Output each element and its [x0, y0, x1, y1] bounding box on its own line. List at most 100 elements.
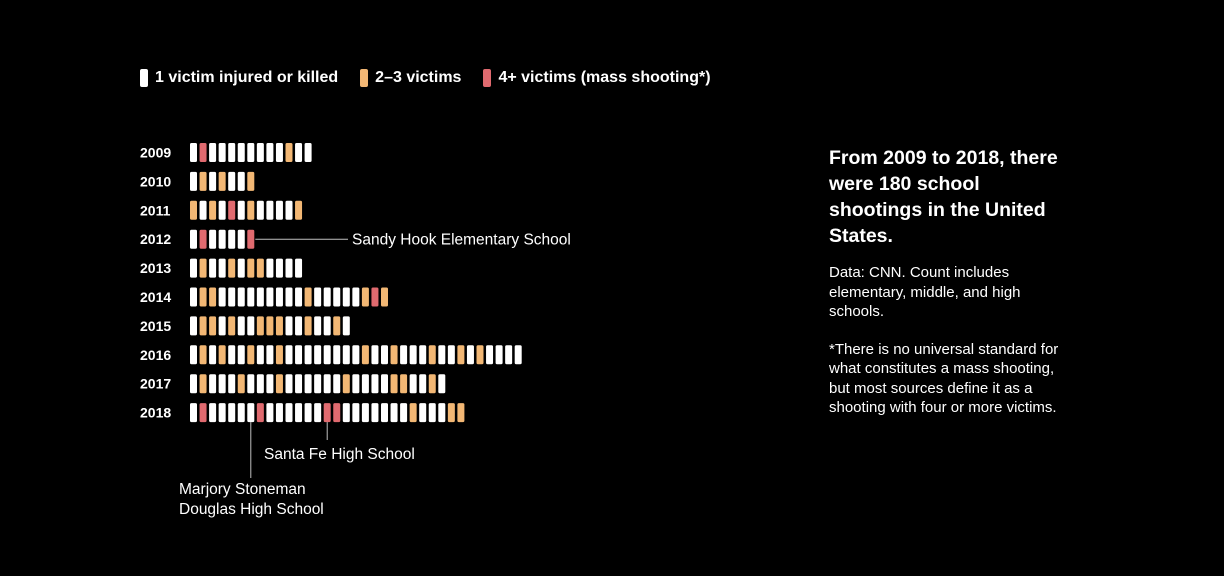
data-source-note: Data: CNN. Count includes elementary, mi…: [829, 264, 1021, 320]
shooting-unit-single: [237, 345, 245, 365]
shooting-unit-single: [218, 374, 226, 394]
shooting-unit-single: [209, 143, 217, 162]
shooting-unit-single: [409, 374, 417, 394]
shooting-unit-single: [342, 316, 350, 336]
shooting-unit-single: [247, 374, 255, 394]
shooting-unit-single: [352, 403, 360, 423]
shooting-unit-single: [371, 374, 379, 394]
shooting-unit-single: [333, 287, 341, 307]
shooting-unit-single: [419, 374, 427, 394]
shooting-unit-single: [199, 200, 207, 220]
shooting-unit-single: [190, 345, 197, 365]
chart-legend: 1 victim injured or killed 2–3 victims 4…: [140, 66, 733, 90]
shooting-unit-single: [390, 403, 398, 423]
legend-label-single: 1 victim injured or killed: [155, 69, 339, 86]
shooting-unit-single: [381, 345, 388, 365]
shooting-unit-mass: [199, 143, 207, 162]
shooting-unit-single: [190, 229, 197, 249]
shooting-unit-single: [256, 287, 264, 307]
shooting-unit-single: [237, 200, 245, 220]
shooting-unit-few: [247, 258, 255, 278]
legend-item-few: 2–3 victims: [360, 69, 461, 87]
shooting-unit-single: [266, 258, 274, 278]
shooting-unit-few: [447, 403, 455, 423]
annotation-label-douglas-line: Douglas High School: [179, 501, 324, 518]
shooting-unit-mass: [199, 229, 207, 249]
shooting-unit-few: [199, 258, 207, 278]
shooting-unit-single: [285, 403, 293, 423]
shooting-unit-few: [381, 287, 388, 307]
shooting-unit-few: [247, 345, 255, 365]
shooting-unit-single: [295, 374, 303, 394]
shooting-unit-single: [237, 403, 245, 423]
shooting-unit-few: [275, 316, 283, 336]
shooting-unit-single: [266, 287, 274, 307]
shooting-unit-single: [275, 287, 283, 307]
shooting-unit-single: [228, 287, 236, 307]
shooting-unit-single: [514, 345, 522, 365]
shooting-unit-single: [266, 374, 274, 394]
shooting-unit-single: [323, 345, 331, 365]
shooting-unit-single: [419, 403, 427, 423]
shooting-unit-single: [295, 258, 303, 278]
year-label: 2013: [140, 260, 171, 276]
shooting-unit-single: [314, 287, 322, 307]
shooting-unit-few: [428, 374, 436, 394]
shooting-unit-mass: [371, 287, 379, 307]
shooting-unit-few: [199, 287, 207, 307]
shooting-unit-single: [304, 143, 312, 162]
shooting-unit-single: [237, 143, 245, 162]
shooting-unit-single: [209, 258, 217, 278]
annotation-label-douglas-line: Marjory Stoneman: [179, 481, 306, 498]
shooting-unit-single: [400, 403, 408, 423]
annotation-label-sandy-hook: Sandy Hook Elementary School: [352, 232, 571, 249]
shooting-unit-few: [361, 345, 369, 365]
shooting-unit-single: [228, 374, 236, 394]
year-label: 2015: [140, 318, 171, 334]
shooting-unit-few: [304, 316, 312, 336]
shooting-unit-single: [266, 403, 274, 423]
shooting-unit-single: [256, 143, 264, 162]
shooting-unit-few: [295, 200, 303, 220]
side-heading: From 2009 to 2018, there were 180 school…: [829, 147, 1058, 247]
legend-item-single: 1 victim injured or killed: [140, 69, 338, 87]
shooting-unit-single: [275, 143, 283, 162]
year-label: 2018: [140, 405, 171, 421]
shooting-unit-single: [218, 316, 226, 336]
shooting-unit-few: [256, 316, 264, 336]
shooting-unit-few: [190, 200, 197, 220]
shooting-unit-single: [438, 403, 446, 423]
shooting-unit-single: [285, 374, 293, 394]
shooting-unit-few: [218, 345, 226, 365]
shooting-unit-single: [209, 229, 217, 249]
shooting-unit-single: [295, 345, 303, 365]
shooting-unit-few: [209, 316, 217, 336]
shooting-unit-single: [209, 374, 217, 394]
shooting-unit-single: [342, 287, 350, 307]
shooting-unit-few: [390, 345, 398, 365]
shooting-unit-single: [209, 345, 217, 365]
shooting-unit-single: [295, 143, 303, 162]
year-label: 2017: [140, 376, 171, 392]
shooting-unit-single: [295, 316, 303, 336]
shooting-unit-single: [361, 374, 369, 394]
shooting-unit-few: [457, 345, 465, 365]
shooting-unit-single: [247, 316, 255, 336]
shooting-unit-single: [237, 171, 245, 191]
shooting-unit-single: [495, 345, 503, 365]
shooting-unit-single: [247, 287, 255, 307]
shooting-unit-single: [218, 258, 226, 278]
shooting-unit-single: [190, 171, 197, 191]
side-panel: From 2009 to 2018, there were 180 school…: [829, 145, 1074, 436]
shooting-unit-few: [256, 258, 264, 278]
shooting-unit-single: [381, 403, 388, 423]
shooting-unit-single: [295, 403, 303, 423]
shooting-unit-few: [275, 345, 283, 365]
shooting-unit-single: [209, 171, 217, 191]
shooting-unit-single: [228, 171, 236, 191]
shooting-unit-few: [285, 143, 293, 162]
legend-label-few: 2–3 victims: [375, 69, 462, 86]
shooting-unit-single: [275, 200, 283, 220]
shooting-unit-mass: [199, 403, 207, 423]
shooting-unit-single: [342, 403, 350, 423]
